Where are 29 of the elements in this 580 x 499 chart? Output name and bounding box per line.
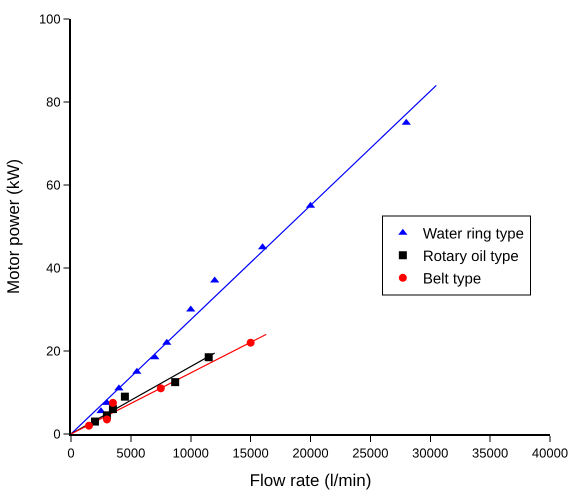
y-tick-label: 100 [38,12,61,27]
y-axis-title: Motor power (kW) [4,158,23,294]
x-tick-label: 5000 [116,445,146,460]
x-tick-label: 25000 [352,445,388,460]
x-tick-label: 20000 [292,445,329,460]
legend-label: Rotary oil type [422,248,519,266]
y-tick-label: 0 [53,426,61,442]
y-tick-label: 60 [46,178,61,193]
point [246,338,255,347]
point [120,392,129,401]
legend-label: Belt type [422,270,482,288]
legend-label: Water ring type [422,226,524,243]
point [90,418,99,426]
point [171,378,180,386]
x-tick-label: 30000 [412,445,448,460]
point [204,353,213,362]
point [102,415,111,424]
point [156,384,165,392]
point [84,422,93,430]
x-tick-label: 0 [67,445,75,460]
point [108,398,117,407]
x-tick-label: 15000 [232,445,269,460]
x-tick-label: 10000 [172,445,209,460]
x-tick-label: 40000 [532,445,568,460]
x-tick-label: 35000 [472,445,508,460]
y-tick-label: 20 [46,344,61,359]
y-tick-label: 80 [46,94,61,110]
y-tick-label: 40 [46,260,61,276]
x-axis-title: Flow rate (l/min) [250,471,372,490]
